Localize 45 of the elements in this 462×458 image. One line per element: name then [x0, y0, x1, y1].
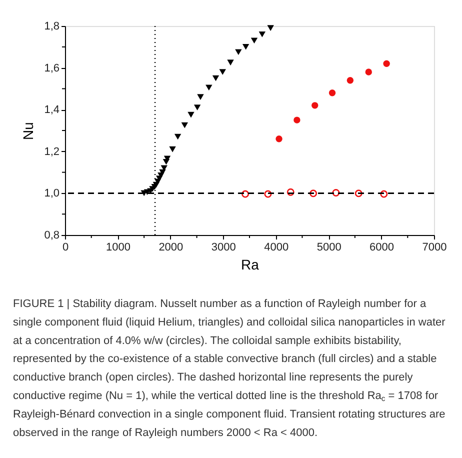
y-tick-label: 1,8	[44, 20, 60, 32]
point	[188, 112, 194, 118]
point	[294, 116, 300, 124]
point	[206, 84, 212, 91]
point	[181, 122, 188, 128]
y-tick-label: 1,6	[44, 62, 60, 74]
x-tick-label: 1000	[106, 242, 130, 254]
y-tick-label: 1,2	[44, 146, 60, 158]
x-tick-label: 2000	[158, 242, 184, 254]
point	[242, 44, 250, 50]
y-tick-label: 0,8	[44, 230, 60, 242]
point	[267, 25, 274, 31]
point	[312, 102, 318, 109]
point	[354, 190, 362, 198]
point	[169, 146, 176, 152]
point	[219, 69, 226, 75]
point	[346, 76, 354, 84]
point	[380, 190, 388, 198]
point	[250, 38, 258, 44]
x-tick-label: 0	[62, 242, 69, 254]
point	[258, 31, 266, 38]
point	[286, 188, 294, 196]
point	[227, 60, 234, 66]
x-tick-label: 6000	[370, 242, 394, 254]
x-tick-label: 4000	[264, 242, 289, 254]
point	[332, 189, 340, 197]
point	[212, 75, 220, 82]
point	[242, 190, 250, 198]
point	[197, 94, 204, 100]
x-tick-label: 7000	[422, 242, 447, 254]
x-tick-label: 3000	[211, 242, 236, 254]
point	[235, 49, 242, 56]
point	[174, 134, 182, 140]
point	[264, 190, 272, 198]
x-tick-label: 5000	[316, 242, 342, 254]
point	[365, 68, 372, 76]
point	[276, 136, 282, 142]
point	[383, 60, 390, 67]
x-axis-title: Ra	[241, 256, 260, 272]
point	[310, 190, 318, 198]
y-tick-label: 1,0	[44, 188, 60, 200]
y-tick-label: 1,4	[44, 104, 60, 116]
point	[328, 90, 336, 96]
y-axis-title: Nu	[20, 122, 36, 140]
point	[194, 104, 201, 110]
